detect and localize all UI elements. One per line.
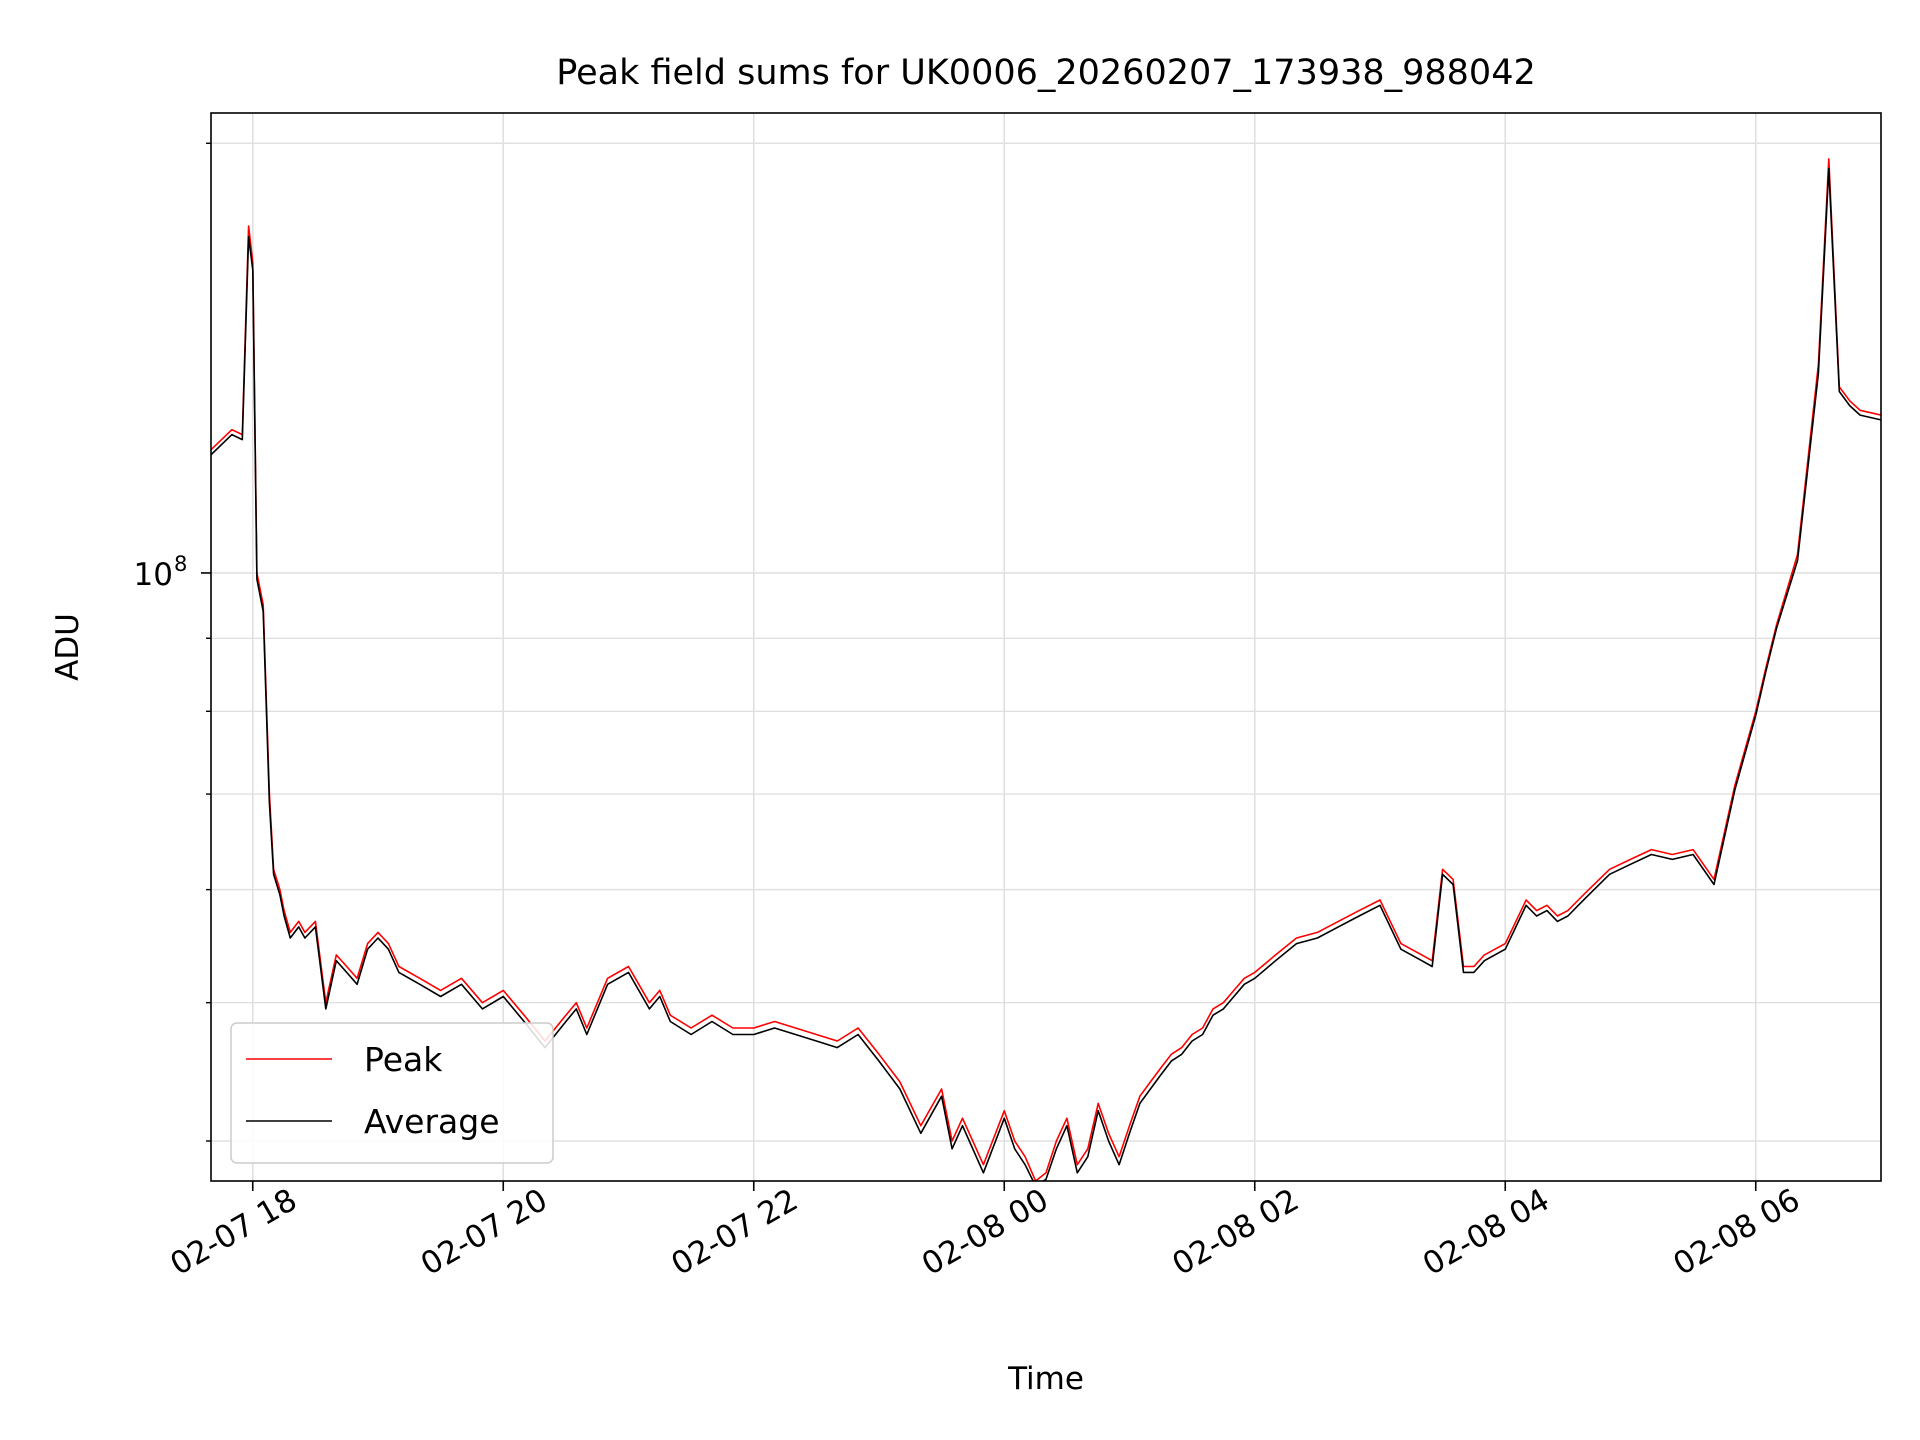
series-line-average — [211, 167, 1881, 1181]
y-axis: 10 8 — [134, 142, 211, 1142]
series-layer — [211, 158, 1881, 1181]
legend-box — [230, 1022, 554, 1164]
y-axis-label: ADU — [50, 613, 86, 681]
x-axis-label: Time — [1007, 1361, 1084, 1397]
legend-label-peak: Peak — [364, 1040, 443, 1079]
plot-frame — [210, 112, 1882, 1182]
legend: Peak Average — [230, 1022, 554, 1164]
series-line-peak — [211, 158, 1881, 1181]
y-tick-label-exponent: 8 — [174, 552, 187, 576]
chart-title: Peak field sums for UK0006_20260207_1739… — [556, 53, 1536, 93]
y-tick-label: 10 — [134, 557, 173, 593]
legend-label-average: Average — [364, 1102, 500, 1141]
grid — [211, 113, 1881, 1181]
